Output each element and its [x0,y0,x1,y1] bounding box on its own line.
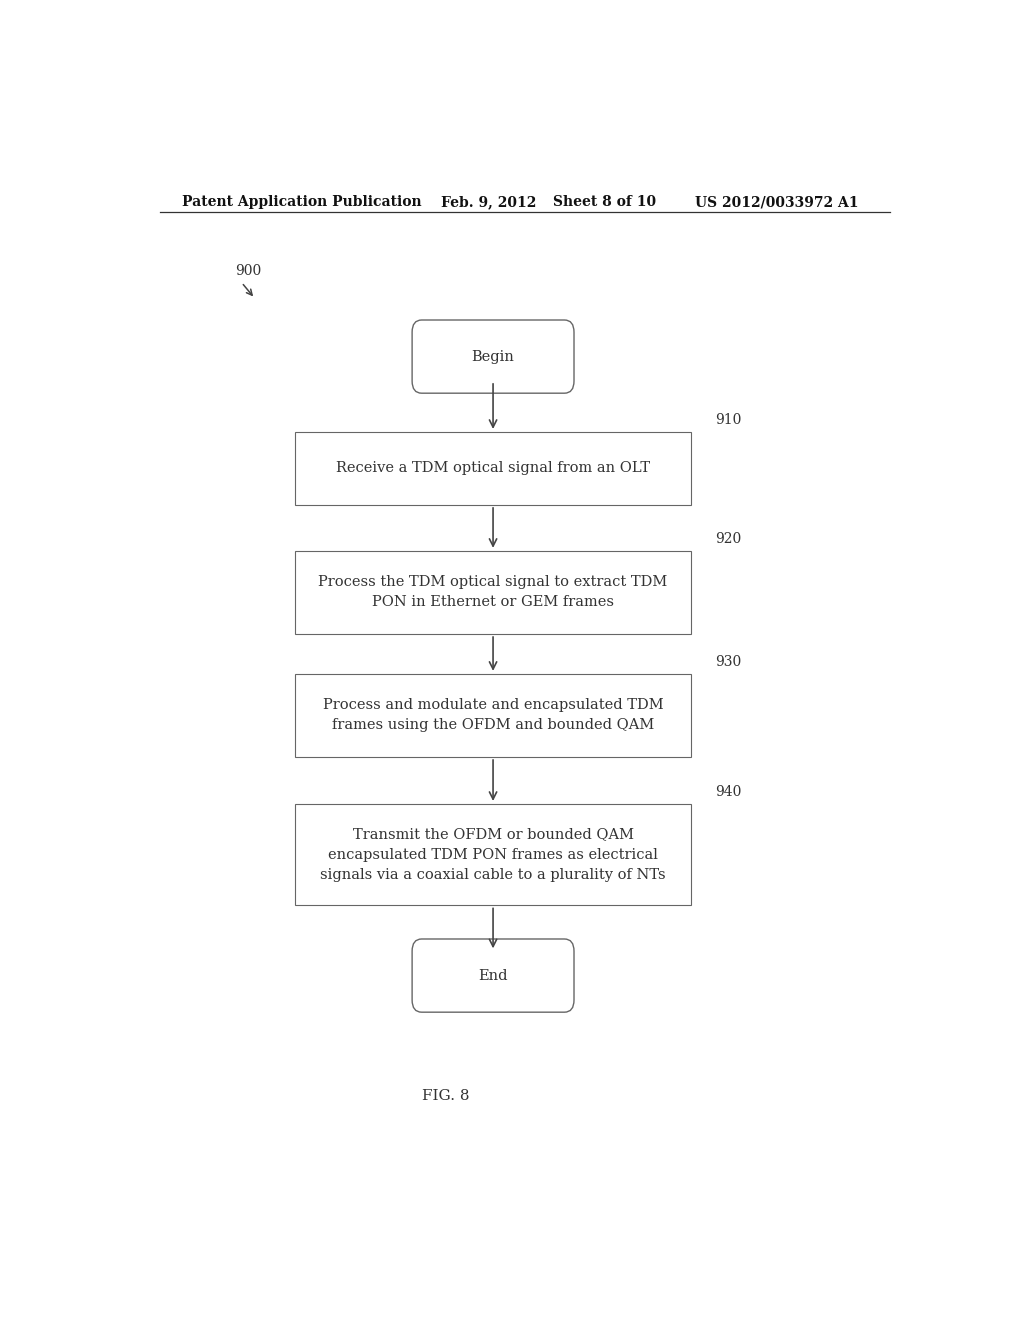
FancyBboxPatch shape [295,673,691,758]
Text: 920: 920 [715,532,741,545]
Text: 900: 900 [236,264,261,279]
FancyBboxPatch shape [295,432,691,506]
FancyBboxPatch shape [295,804,691,906]
Text: 930: 930 [715,655,741,669]
Text: Receive a TDM optical signal from an OLT: Receive a TDM optical signal from an OLT [336,462,650,475]
Text: Transmit the OFDM or bounded QAM
encapsulated TDM PON frames as electrical
signa: Transmit the OFDM or bounded QAM encapsu… [321,828,666,882]
Text: 940: 940 [715,784,741,799]
Text: FIG. 8: FIG. 8 [422,1089,469,1102]
Text: Feb. 9, 2012: Feb. 9, 2012 [441,195,537,209]
FancyBboxPatch shape [412,939,574,1012]
Text: Patent Application Publication: Patent Application Publication [182,195,422,209]
Text: Begin: Begin [472,350,514,363]
FancyBboxPatch shape [295,550,691,634]
Text: Process and modulate and encapsulated TDM
frames using the OFDM and bounded QAM: Process and modulate and encapsulated TD… [323,698,664,733]
Text: Sheet 8 of 10: Sheet 8 of 10 [553,195,655,209]
Text: US 2012/0033972 A1: US 2012/0033972 A1 [695,195,859,209]
FancyBboxPatch shape [412,319,574,393]
Text: End: End [478,969,508,982]
Text: 910: 910 [715,413,741,426]
Text: Process the TDM optical signal to extract TDM
PON in Ethernet or GEM frames: Process the TDM optical signal to extrac… [318,576,668,610]
